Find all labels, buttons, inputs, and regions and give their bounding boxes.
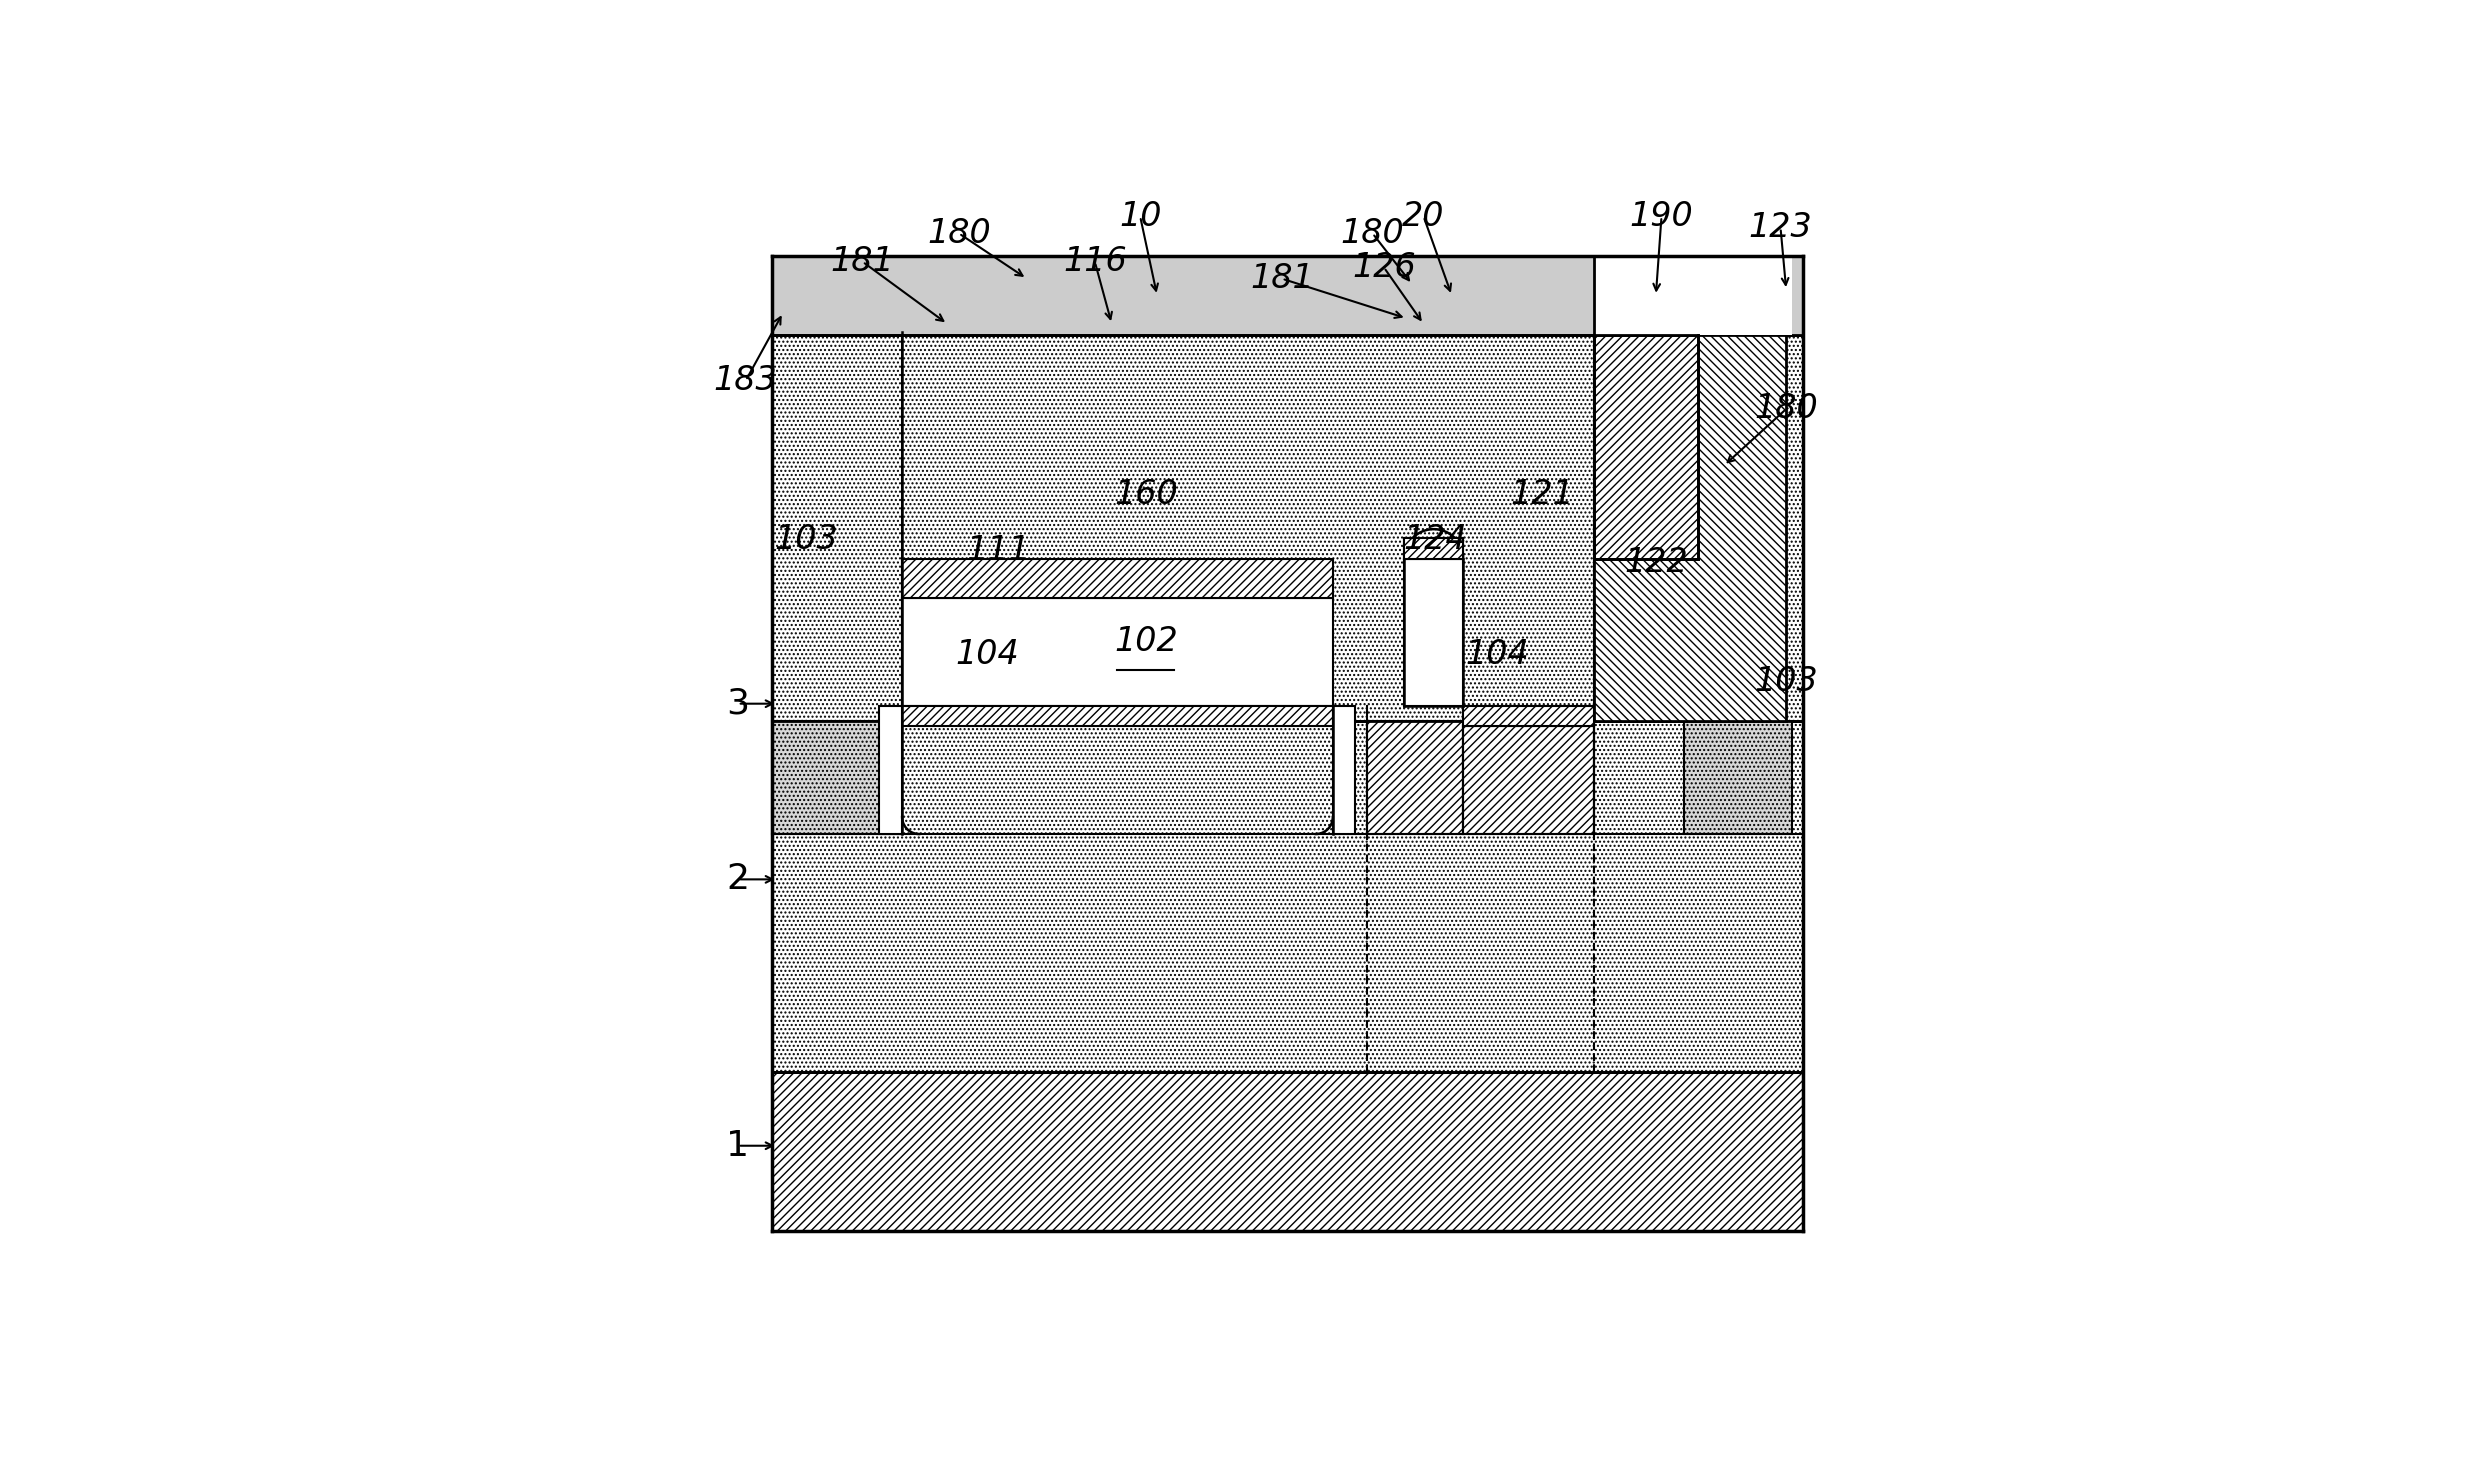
Bar [880, 707, 902, 835]
Text: 103: 103 [1755, 664, 1817, 698]
Text: 104: 104 [954, 639, 1019, 671]
Text: 104: 104 [1465, 639, 1530, 671]
Text: 160: 160 [1113, 477, 1178, 511]
Text: 180: 180 [1341, 216, 1406, 250]
Bar [1403, 539, 1463, 558]
Text: 123: 123 [1748, 210, 1812, 244]
Bar [1403, 558, 1463, 707]
Text: 103: 103 [773, 523, 838, 556]
Text: 183: 183 [714, 364, 778, 397]
Text: 121: 121 [1510, 477, 1574, 511]
Bar [902, 598, 1334, 707]
Text: 124: 124 [1403, 523, 1468, 556]
Text: 2: 2 [726, 863, 749, 896]
Text: 190: 190 [1629, 200, 1693, 233]
Bar [1463, 726, 1594, 835]
Bar [1403, 539, 1463, 558]
Text: 20: 20 [1403, 200, 1445, 233]
Bar [1334, 707, 1356, 835]
Text: 181: 181 [1249, 262, 1314, 296]
Bar [902, 707, 1334, 726]
Text: 180: 180 [1755, 393, 1817, 425]
Text: 180: 180 [927, 216, 992, 250]
Text: 126: 126 [1351, 250, 1416, 284]
Bar [1594, 336, 1698, 558]
Text: 10: 10 [1118, 200, 1160, 233]
Bar [771, 721, 1802, 1072]
Text: 181: 181 [830, 246, 895, 278]
Bar [771, 721, 902, 835]
Bar [771, 336, 1802, 721]
Bar [771, 1072, 1802, 1231]
Bar [1366, 721, 1463, 835]
Text: 102: 102 [1113, 624, 1178, 658]
Text: 122: 122 [1624, 546, 1688, 578]
Text: 1: 1 [726, 1129, 749, 1163]
Bar [1683, 721, 1792, 835]
Bar [902, 558, 1334, 598]
Bar [1463, 707, 1594, 726]
Text: 3: 3 [726, 687, 749, 721]
Bar [1594, 256, 1792, 336]
Bar [1594, 336, 1787, 721]
Text: 116: 116 [1063, 246, 1125, 278]
Bar [771, 256, 1802, 336]
Text: 111: 111 [967, 534, 1031, 567]
